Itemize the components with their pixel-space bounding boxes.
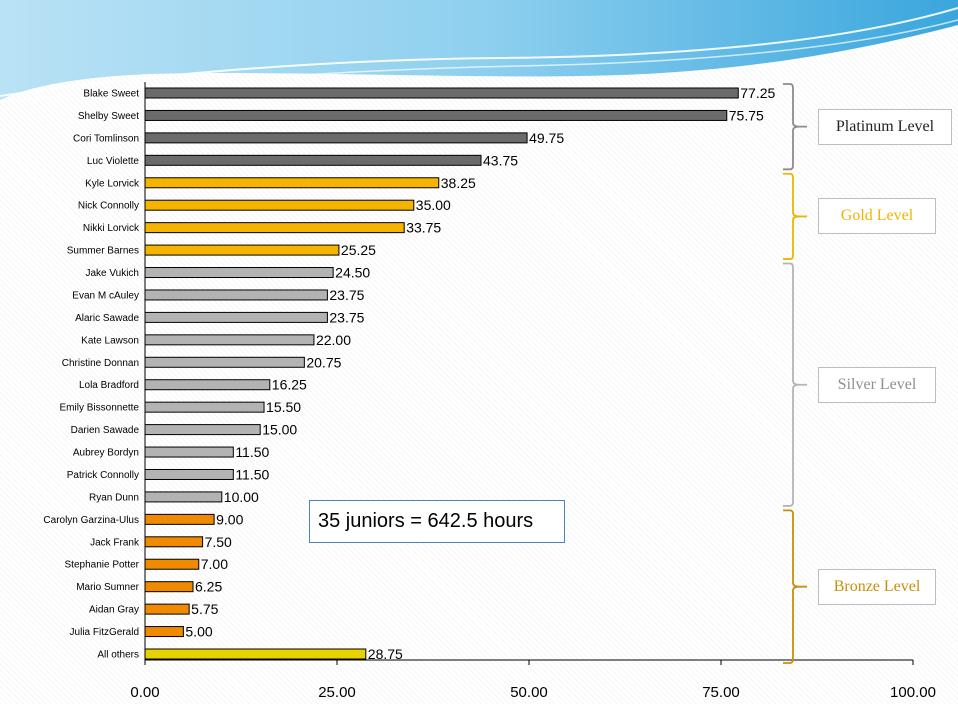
category-label: Christine Donnan [62,358,139,369]
value-label: 75.75 [729,107,764,123]
category-label: Darien Sawade [71,425,140,436]
value-label: 35.00 [416,197,451,213]
bars-group [144,87,739,660]
bar [144,536,204,548]
value-label: 22.00 [316,332,351,348]
level-brackets [783,83,807,664]
value-label: 11.50 [235,466,269,482]
bar [144,267,334,279]
bar [144,311,328,323]
value-label: 16.25 [272,377,307,393]
bar [144,401,265,413]
bar [144,581,194,593]
value-label: 28.75 [368,646,403,662]
value-label: 15.50 [266,399,301,415]
value-label: 9.00 [216,511,243,527]
bar [144,154,482,166]
level-label: Platinum Level [818,108,952,145]
header-wave-banner [0,0,958,103]
category-label: Cori Tomlinson [73,133,139,144]
category-label: Kyle Lorvick [85,178,140,189]
value-label: 43.75 [483,152,518,168]
value-label: 7.50 [205,534,232,550]
category-label: Jake Vukich [85,268,139,279]
category-label: Patrick Connolly [67,470,139,481]
category-label: Aubrey Bordyn [73,448,139,459]
bar [144,491,223,503]
level-label: Bronze Level [818,568,936,605]
value-label: 11.50 [235,444,269,460]
category-label: Lola Bradford [79,380,139,391]
category-label: Nikki Lorvick [83,223,140,234]
bar [144,446,234,458]
x-tick-label: 100.00 [890,684,936,701]
category-label: Blake Sweet [83,89,139,100]
value-label: 25.25 [341,242,376,258]
bar [144,177,440,189]
category-label: Shelby Sweet [78,111,139,122]
bar [144,109,728,121]
value-label: 5.00 [185,624,212,640]
category-label: Nick Connolly [78,201,139,212]
bar [144,87,739,99]
category-label: Ryan Dunn [89,492,139,503]
annotation-total-hours: 35 juniors = 642.5 hours [309,500,565,543]
bar [144,289,328,301]
bar [144,603,190,615]
bar [144,513,215,525]
category-label: Emily Bissonnette [60,403,140,414]
category-label: Evan M cAuley [72,290,139,301]
x-tick-label: 0.00 [130,684,159,701]
value-label: 77.25 [740,85,775,101]
level-bracket [783,262,807,507]
bar [144,356,305,368]
category-label: Julia FitzGerald [70,627,139,638]
value-label: 7.00 [201,556,228,572]
value-labels: 77.25 75.75 49.75 43.75 38.25 35.00 33.75 25.25… [185,85,775,662]
value-label: 10.00 [224,489,259,505]
bar [144,132,528,144]
category-label: Stephanie Potter [65,560,140,571]
x-axis: 0.00 25.00 50.00 75.00 100.00 [130,82,936,701]
bar [144,244,340,256]
category-label: All others [97,650,139,661]
category-label: Alaric Sawade [75,313,139,324]
value-label: 24.50 [335,265,370,281]
bar [144,424,261,436]
value-label: 23.75 [329,309,364,325]
category-label: Kate Lawson [81,335,139,346]
x-tick-label: 75.00 [702,684,740,701]
level-bracket [783,83,807,171]
bar [144,379,271,391]
value-label: 6.25 [195,579,222,595]
value-label: 15.00 [262,422,297,438]
category-label: Mario Sumner [76,582,139,593]
level-label: Gold Level [818,198,936,235]
x-tick-label: 25.00 [318,684,356,701]
level-bracket [783,172,807,260]
category-label: Summer Barnes [67,246,139,257]
category-labels: Blake Sweet Shelby Sweet Cori Tomlinson Luc… [43,89,140,661]
bar [144,199,415,211]
bar [144,648,367,660]
bar [144,626,184,638]
bar [144,222,405,234]
level-label: Silver Level [818,366,936,403]
x-tick-label: 50.00 [510,684,548,701]
value-label: 20.75 [306,354,341,370]
value-label: 49.75 [529,130,564,146]
value-label: 23.75 [329,287,364,303]
value-label: 38.25 [441,175,476,191]
bar [144,558,200,570]
category-label: Luc Violette [87,156,140,167]
category-label: Carolyn Garzina-Ulus [43,515,139,526]
category-label: Jack Frank [90,537,140,548]
category-label: Aidan Gray [89,605,139,616]
bar [144,334,315,346]
value-label: 33.75 [406,220,441,236]
bar [144,468,234,480]
value-label: 5.75 [191,601,218,617]
level-bracket [783,509,807,664]
